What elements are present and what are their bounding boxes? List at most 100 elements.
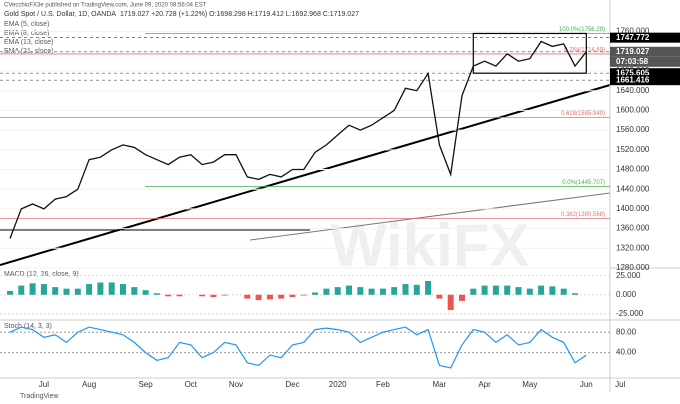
range-box <box>472 32 587 74</box>
macd-bar <box>7 290 13 295</box>
y-tick-label: 1760.000 <box>616 27 650 36</box>
macd-bar <box>368 288 375 295</box>
macd-bar <box>379 288 386 295</box>
macd-bar <box>86 284 93 295</box>
macd-bar <box>413 284 420 295</box>
price-tag: 1747.772 <box>616 33 650 42</box>
macd-bar <box>312 292 319 295</box>
y-tick-label: 80.00 <box>616 327 637 336</box>
macd-bar <box>334 287 341 295</box>
fib-label: 0.618(1585.949) <box>561 111 605 117</box>
price-tag-bg <box>610 75 680 86</box>
x-tick-label: Sep <box>138 380 153 389</box>
macd-bar <box>481 285 488 295</box>
indicator-label: EMA (8, close) <box>4 30 50 37</box>
price-tag: 1675.605 <box>616 68 650 77</box>
macd-bar <box>289 294 296 298</box>
x-tick-label: Nov <box>229 380 243 389</box>
price-line-series <box>9 40 587 239</box>
price-tag-bg <box>610 32 680 43</box>
y-tick-label: 1600.000 <box>616 106 650 115</box>
macd-bar <box>108 282 115 295</box>
macd-bar <box>492 285 499 295</box>
macd-bar <box>572 293 578 295</box>
macd-bar <box>221 294 228 296</box>
macd-bar <box>199 294 206 297</box>
countdown-bg <box>610 56 680 67</box>
macd-bar <box>526 288 533 295</box>
watermark: WikiFX <box>330 212 529 279</box>
fib-label: 0.764(1714.69) <box>564 48 605 54</box>
x-tick-label: Apr <box>478 380 491 389</box>
price-tag: 1661.416 <box>616 75 650 84</box>
macd-bar <box>357 287 364 295</box>
y-tick-label: 1400.000 <box>616 204 650 213</box>
macd-bar <box>63 288 70 295</box>
macd-bar <box>266 294 273 300</box>
indicator-label: EMA (13, close) <box>4 39 53 46</box>
stoch-line <box>9 326 587 369</box>
macd-bar <box>244 294 251 299</box>
macd-bar <box>538 285 545 295</box>
macd-bar <box>323 288 330 295</box>
y-tick-label: 1320.000 <box>616 243 650 252</box>
chart-title: Gold Spot / U.S. Dollar, 1D, OANDA <box>4 11 116 18</box>
macd-bar <box>255 294 262 301</box>
x-tick-label: Oct <box>185 380 198 389</box>
y-tick-label: 0.000 <box>616 290 637 299</box>
macd-bar <box>391 287 398 295</box>
macd-bar <box>176 294 183 297</box>
x-tick-label: Mar <box>433 380 447 389</box>
macd-bar <box>165 294 172 297</box>
x-tick-label: Jul <box>39 380 49 389</box>
quote: 1719.027 +20.728 (+1.22%) O:1698.298 H:1… <box>120 11 359 18</box>
fib-label: 0.0%(1445.707) <box>562 180 605 186</box>
y-tick-label: 1560.000 <box>616 125 650 134</box>
macd-bar <box>153 293 160 295</box>
macd-bar <box>436 294 443 299</box>
y-tick-label: 40.00 <box>616 348 637 357</box>
macd-bar <box>210 294 217 298</box>
fib-label: 100.0%(1756.29) <box>559 27 605 33</box>
macd-bar <box>549 286 556 295</box>
macd-bar <box>560 288 567 295</box>
macd-bar <box>425 281 432 295</box>
macd-bar <box>131 287 138 295</box>
macd-bar <box>402 284 409 295</box>
y-tick-label: -25.000 <box>616 309 644 318</box>
fib-label: 0.382(1380.568) <box>561 212 605 218</box>
y-tick-label: 1440.000 <box>616 184 650 193</box>
y-tick-label: 1360.000 <box>616 224 650 233</box>
macd-bar <box>447 294 454 311</box>
macd-bar <box>346 285 352 295</box>
trendline <box>0 84 611 266</box>
price-tag-bg <box>610 68 680 79</box>
indicator-label: EMA (5, close) <box>4 21 50 28</box>
trendline <box>249 192 611 241</box>
macd-title: MACD (12, 26, close, 9) <box>4 271 79 278</box>
macd-bar <box>470 288 477 295</box>
x-tick-label: Feb <box>376 380 390 389</box>
macd-bar <box>97 282 104 295</box>
macd-bar <box>52 287 59 295</box>
macd-bar <box>504 285 511 295</box>
footer: TradingView <box>20 393 59 400</box>
macd-bar <box>120 284 126 295</box>
stoch-title: Stoch (14, 3, 3) <box>4 323 52 330</box>
x-tick-label: May <box>522 380 537 389</box>
price-tag-bg <box>610 46 680 57</box>
macd-bar <box>74 288 81 295</box>
y-tick-label: 1640.000 <box>616 86 650 95</box>
macd-bar <box>142 290 149 295</box>
countdown: 07:03:58 <box>616 57 649 66</box>
macd-bar <box>29 283 36 295</box>
macd-bar <box>515 287 522 295</box>
macd-bar <box>278 294 285 299</box>
y-tick-label: 1520.000 <box>616 145 650 154</box>
macd-bar <box>18 285 25 295</box>
x-tick-label: Jun <box>580 380 593 389</box>
y-tick-label: 1280.000 <box>616 263 650 272</box>
header: CVecchioFX3e published on TradingView.co… <box>4 3 207 9</box>
